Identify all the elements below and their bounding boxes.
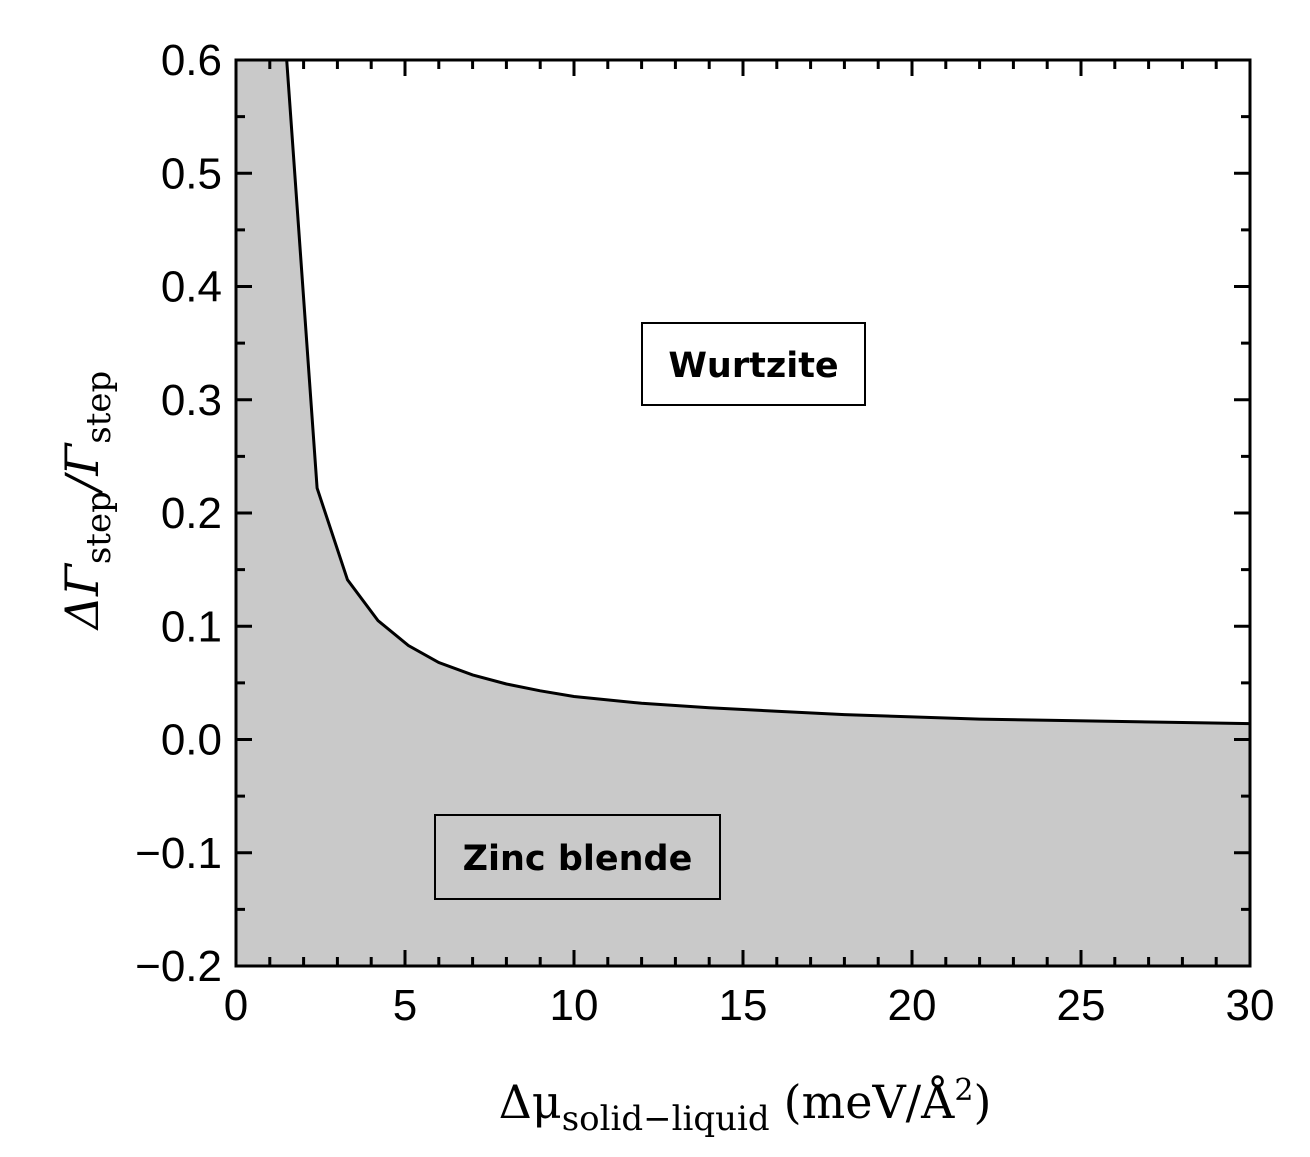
x-tick-label: 0 [224, 981, 248, 1030]
y-axis-label-slash: /Γ [55, 442, 109, 495]
x-axis-label-unit-close: ) [973, 1075, 991, 1129]
y-tick-label: 0.4 [161, 263, 222, 312]
x-axis-label-unit: (meV/Å [784, 1074, 956, 1129]
x-tick-label: 25 [1057, 981, 1106, 1030]
zinc-blende-label-frame [434, 814, 721, 900]
zinc-blende-region [236, 60, 1250, 966]
tick-labels: 0 5 10 15 20 25 30 −0.2 −0.1 0.0 0.1 0.2 0.3 0.4 0.5 0.… [135, 36, 1274, 1030]
x-tick-label: 5 [393, 981, 417, 1030]
y-axis-label-base: ΔΓ [55, 562, 109, 631]
y-tick-label: 0.5 [161, 149, 222, 198]
y-tick-label: 0.1 [161, 602, 222, 651]
x-tick-label: 30 [1226, 981, 1275, 1030]
y-tick-label: 0.2 [161, 489, 222, 538]
wurtzite-label-frame [641, 322, 866, 406]
x-axis-label-superscript: 2 [954, 1073, 973, 1108]
plot-frame [234, 58, 1252, 968]
x-axis-label: Δμsolid−liquid (meV/Å2) [499, 1073, 992, 1139]
y-tick-label: 0.6 [161, 36, 222, 85]
wurtzite-label: Wurtzite [668, 346, 838, 386]
y-axis-label-sub2: step [79, 371, 119, 444]
region-labels: Wurtzite Zinc blende [434, 322, 866, 900]
y-axis-label: ΔΓstep/Γstep [55, 371, 119, 632]
y-tick-label: −0.1 [135, 829, 222, 878]
zinc-blende-label: Zinc blende [463, 839, 693, 879]
phase-boundary-line [285, 59, 1251, 726]
plot-area [234, 58, 1252, 968]
y-axis-label-sub1: step [79, 491, 119, 564]
y-tick-label: −0.2 [135, 942, 222, 991]
x-tick-label: 15 [719, 981, 768, 1030]
axis-labels: Δμsolid−liquid (meV/Å2) ΔΓstep/Γstep [55, 371, 991, 1139]
wurtzite-label-box: Wurtzite [641, 322, 866, 406]
x-axis-label-subscript: solid−liquid [562, 1099, 770, 1139]
y-tick-label: 0.0 [161, 716, 222, 765]
x-tick-label: 10 [550, 981, 599, 1030]
x-tick-label: 20 [888, 981, 937, 1030]
y-tick-label: 0.3 [161, 376, 222, 425]
x-axis-label-base: Δμ [499, 1075, 562, 1129]
zinc-blende-label-box: Zinc blende [434, 814, 721, 900]
